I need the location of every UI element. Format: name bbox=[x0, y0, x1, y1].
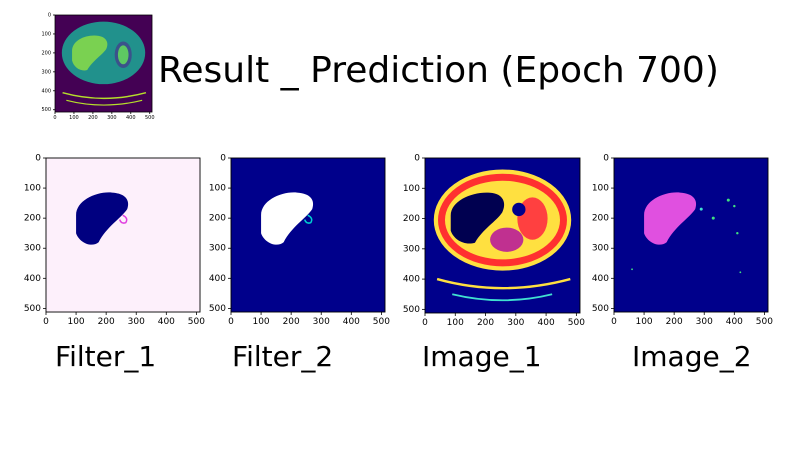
x-tick-label: 200 bbox=[98, 317, 115, 327]
x-tick-label: 500 bbox=[373, 317, 390, 327]
panel-caption: Image_1 bbox=[422, 340, 542, 373]
y-tick-label: 500 bbox=[592, 304, 609, 314]
y-tick-label: 500 bbox=[209, 304, 226, 314]
y-tick-label: 100 bbox=[403, 184, 420, 194]
y-tick-label: 0 bbox=[48, 13, 51, 19]
x-tick-label: 100 bbox=[252, 317, 269, 327]
y-tick-label: 300 bbox=[592, 244, 609, 254]
y-tick-label: 300 bbox=[41, 69, 51, 75]
image-2-image bbox=[613, 157, 769, 313]
y-tick-label: 400 bbox=[41, 88, 51, 94]
x-tick-label: 100 bbox=[635, 317, 652, 327]
y-tick-label: 400 bbox=[403, 275, 420, 285]
y-tick-label: 400 bbox=[209, 274, 226, 284]
x-tick-label: 0 bbox=[228, 317, 234, 327]
x-tick-label: 0 bbox=[422, 318, 428, 328]
filter-2-image bbox=[230, 157, 386, 313]
thumbnail-image bbox=[54, 14, 153, 113]
y-tick-label: 200 bbox=[24, 214, 41, 224]
y-tick-label: 200 bbox=[41, 50, 51, 56]
y-tick-label: 200 bbox=[209, 214, 226, 224]
panel-caption: Filter_1 bbox=[55, 340, 156, 373]
x-tick-label: 0 bbox=[611, 317, 617, 327]
y-tick-label: 100 bbox=[592, 184, 609, 194]
filter-1-image bbox=[45, 157, 201, 313]
y-tick-label: 400 bbox=[592, 274, 609, 284]
x-tick-label: 300 bbox=[507, 318, 524, 328]
x-tick-label: 200 bbox=[666, 317, 683, 327]
x-tick-label: 500 bbox=[756, 317, 773, 327]
y-tick-label: 500 bbox=[41, 107, 51, 113]
x-tick-label: 400 bbox=[343, 317, 360, 327]
x-tick-label: 100 bbox=[67, 317, 84, 327]
y-tick-label: 200 bbox=[592, 214, 609, 224]
x-tick-label: 300 bbox=[696, 317, 713, 327]
y-tick-label: 0 bbox=[35, 154, 41, 164]
y-tick-label: 100 bbox=[209, 184, 226, 194]
x-tick-label: 0 bbox=[43, 317, 49, 327]
x-tick-label: 400 bbox=[726, 317, 743, 327]
x-tick-label: 200 bbox=[477, 318, 494, 328]
x-tick-label: 400 bbox=[126, 115, 136, 121]
y-tick-label: 0 bbox=[414, 154, 420, 164]
x-tick-label: 300 bbox=[128, 317, 145, 327]
x-tick-label: 200 bbox=[88, 115, 98, 121]
panel-caption: Filter_2 bbox=[232, 340, 333, 373]
y-tick-label: 500 bbox=[403, 305, 420, 315]
panel-caption: Image_2 bbox=[632, 340, 752, 373]
y-tick-label: 0 bbox=[220, 154, 226, 164]
x-tick-label: 300 bbox=[107, 115, 117, 121]
x-tick-label: 500 bbox=[568, 318, 585, 328]
image-1-image bbox=[424, 157, 581, 314]
y-tick-label: 300 bbox=[24, 244, 41, 254]
x-tick-label: 100 bbox=[69, 115, 79, 121]
y-tick-label: 300 bbox=[403, 244, 420, 254]
x-tick-label: 400 bbox=[158, 317, 175, 327]
y-tick-label: 300 bbox=[209, 244, 226, 254]
x-tick-label: 500 bbox=[145, 115, 155, 121]
y-tick-label: 200 bbox=[403, 214, 420, 224]
x-tick-label: 300 bbox=[313, 317, 330, 327]
y-tick-label: 400 bbox=[24, 274, 41, 284]
x-tick-label: 100 bbox=[447, 318, 464, 328]
x-tick-label: 400 bbox=[538, 318, 555, 328]
y-tick-label: 100 bbox=[41, 31, 51, 37]
x-tick-label: 200 bbox=[283, 317, 300, 327]
y-tick-label: 0 bbox=[603, 154, 609, 164]
slide-title: Result _ Prediction (Epoch 700) bbox=[158, 50, 719, 91]
x-tick-label: 0 bbox=[53, 115, 56, 121]
y-tick-label: 500 bbox=[24, 304, 41, 314]
x-tick-label: 500 bbox=[188, 317, 205, 327]
y-tick-label: 100 bbox=[24, 184, 41, 194]
